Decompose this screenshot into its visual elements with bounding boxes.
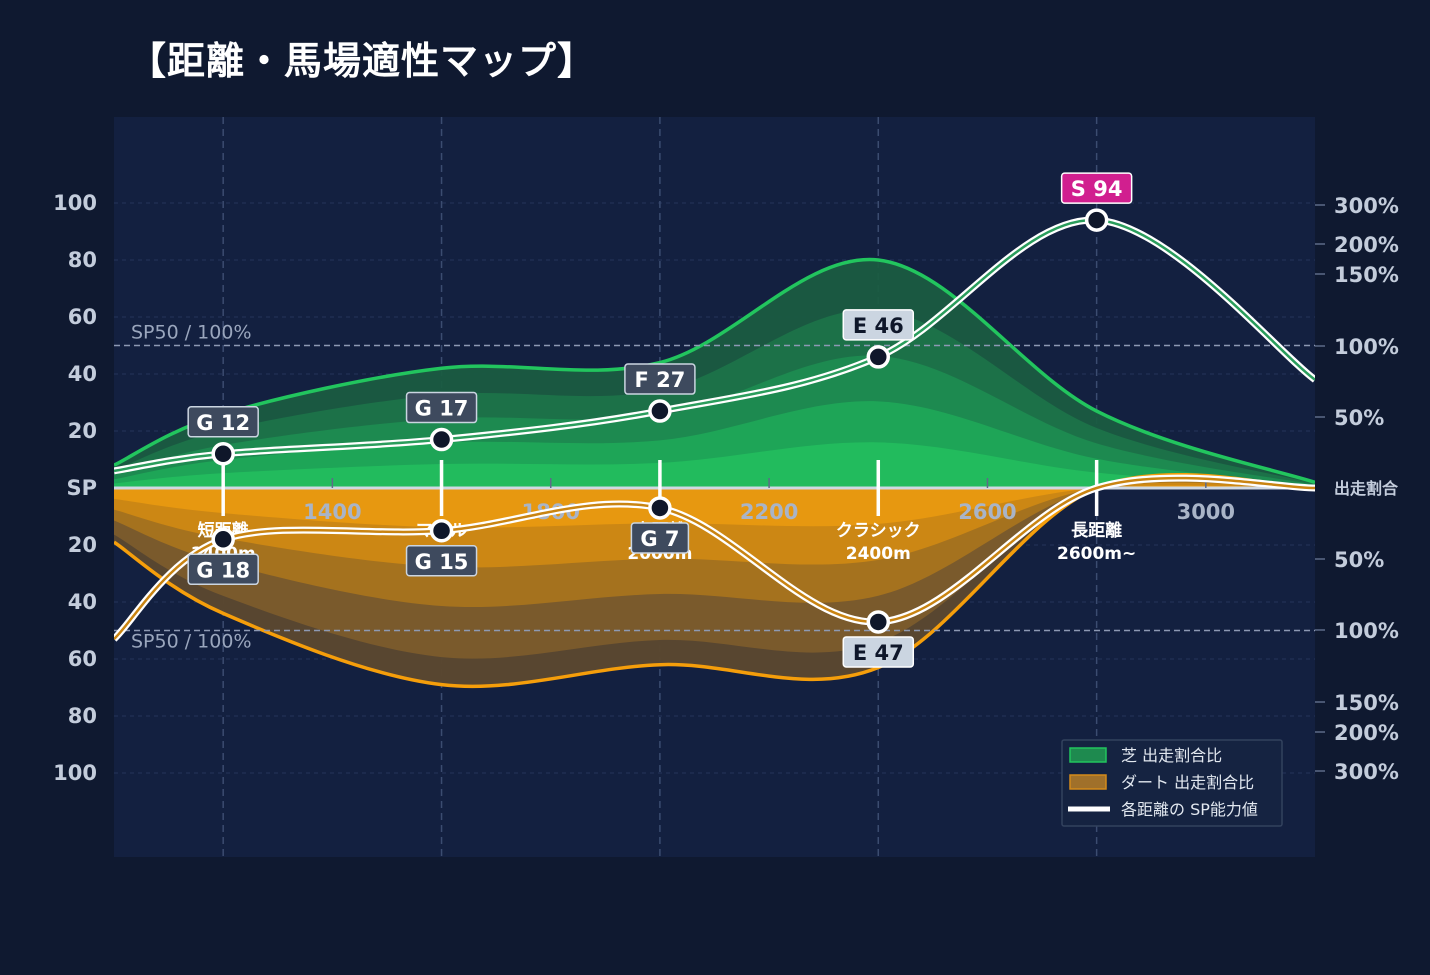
x-tick-label: 2200	[740, 500, 798, 524]
turf-rank-badge: F 27	[634, 368, 685, 392]
x-tick-label: 3000	[1177, 500, 1235, 524]
turf-sp-point	[648, 399, 672, 423]
y-tick-left-bottom: 60	[68, 647, 97, 671]
axes: SP50 / 100% SP50 / 100% 100 80 60 40 20 SP 20 40 6…	[53, 191, 1399, 785]
y-tick-left-bottom: 40	[68, 590, 97, 614]
y-tick-right-top: 150%	[1334, 263, 1399, 287]
legend-swatch	[1069, 747, 1107, 763]
turf-rank-badge-bg	[1060, 172, 1133, 204]
turf-rank-badge-bg	[624, 363, 696, 395]
dirt-rank-badge-bg	[405, 545, 478, 577]
page-title: 【距離・馬場適性マップ】	[128, 39, 597, 83]
y-axis-right-center-label: 出走割合	[1334, 479, 1399, 498]
y-tick-left-top: 40	[68, 362, 97, 386]
dirt-sp-point	[648, 496, 672, 520]
y-tick-left-bottom: 80	[68, 704, 97, 728]
legend-swatch	[1069, 774, 1107, 790]
y-tick-right-top: 300%	[1334, 194, 1399, 218]
turf-sp-point	[429, 427, 454, 452]
turf-rank-badge-bg	[842, 309, 915, 341]
y-tick-left-bottom: 20	[68, 533, 97, 557]
dirt-rank-badge: G 15	[415, 550, 469, 574]
dirt-rank-badge-bg	[187, 553, 259, 586]
ref-label-top: SP50 / 100%	[131, 322, 252, 344]
turf-sp-point	[211, 442, 235, 466]
dirt-sp-line-inner	[114, 476, 1315, 640]
dirt-rank-badge-bg	[842, 636, 915, 668]
dirt-sp-point	[211, 527, 235, 552]
y-tick-right-top: 100%	[1334, 335, 1399, 359]
category-name: 長距離	[1071, 520, 1122, 541]
dirt-rank-badge: G 18	[196, 558, 250, 582]
x-tick-label: 1400	[303, 500, 361, 524]
sp-points: G 12 G 17 F 27 E 46 S 94 G 18 G 15 G 7 E 47	[187, 172, 1133, 668]
y-tick-left-bottom: 100	[53, 761, 97, 785]
turf-sp-point	[866, 345, 891, 369]
legend-box	[1061, 739, 1283, 827]
turf-share-band	[114, 442, 1315, 488]
y-tick-right-top: 200%	[1334, 233, 1399, 257]
y-tick-right-bottom: 300%	[1334, 760, 1399, 784]
turf-rank-badge: G 17	[415, 397, 469, 421]
dirt-rank-badge: E 47	[853, 641, 904, 665]
category-name: クラシック	[836, 521, 921, 541]
ref-label-bottom: SP50 / 100%	[131, 631, 252, 653]
category-distance: 2600m~	[1057, 544, 1136, 564]
y-tick-right-bottom: 150%	[1334, 691, 1399, 715]
turf-sp-point	[1084, 208, 1109, 232]
y-tick-right-bottom: 200%	[1334, 721, 1399, 745]
grid	[114, 117, 1315, 857]
x-tick-label: 2600	[958, 500, 1016, 524]
dirt-share-band	[114, 485, 1315, 528]
y-tick-right-top: 50%	[1334, 406, 1384, 430]
turf-rank-badge-bg	[187, 406, 259, 438]
y-tick-right-bottom: 50%	[1334, 548, 1384, 572]
dirt-rank-badge-bg	[630, 522, 690, 554]
turf-rank-badge-bg	[405, 391, 478, 424]
y-tick-left-top: 80	[68, 248, 97, 272]
turf-rank-badge: G 12	[196, 411, 250, 435]
dirt-sp-point	[429, 519, 454, 543]
y-tick-left-top: 20	[68, 419, 97, 443]
y-axis-center-label: SP	[66, 476, 97, 500]
turf-rank-badge: E 46	[853, 314, 904, 338]
y-tick-left-top: 100	[53, 191, 97, 215]
category-distance: 2400m	[846, 544, 911, 564]
legend-label: 各距離の SP能力値	[1121, 800, 1258, 819]
legend-label: 芝 出走割合比	[1121, 746, 1222, 765]
legend-label: ダート 出走割合比	[1121, 773, 1254, 792]
dirt-sp-point	[866, 610, 891, 634]
dirt-rank-badge: G 7	[640, 527, 679, 551]
y-tick-right-bottom: 100%	[1334, 619, 1399, 643]
y-tick-left-top: 60	[68, 305, 97, 329]
turf-rank-badge: S 94	[1071, 177, 1123, 201]
